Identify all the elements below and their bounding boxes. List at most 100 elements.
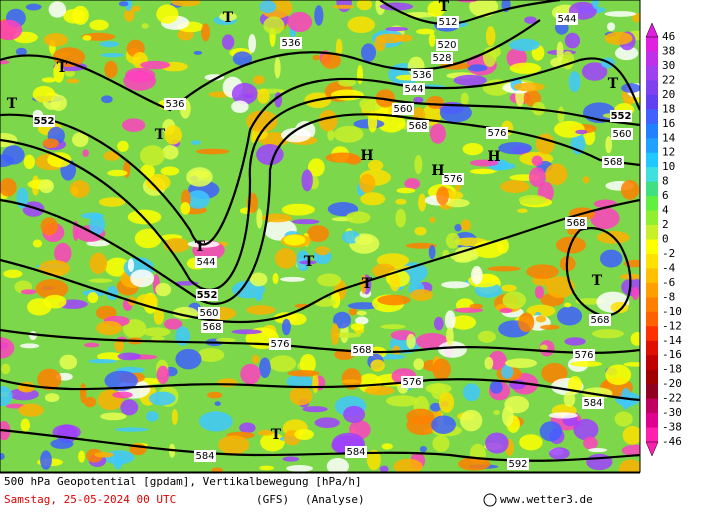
footer-credit: www.wetter3.de — [500, 493, 593, 506]
contour-label: 576 — [443, 174, 462, 185]
field-blob — [509, 62, 542, 74]
field-blob — [259, 0, 277, 14]
field-blob — [406, 333, 416, 349]
contour-label-bg — [589, 314, 611, 326]
field-blob — [99, 41, 120, 48]
pressure-center: T — [271, 427, 282, 443]
field-blob — [317, 273, 342, 287]
field-blob — [418, 193, 427, 212]
field-blob — [84, 396, 97, 408]
field-blob — [0, 337, 15, 359]
field-blob — [53, 62, 65, 83]
field-blob — [287, 369, 320, 377]
colorbar-label: 22 — [662, 73, 675, 86]
field-blob — [517, 208, 528, 214]
contour-label-bg — [269, 338, 291, 350]
field-blob — [96, 305, 117, 320]
field-blob — [112, 391, 133, 399]
field-blob — [86, 240, 110, 247]
field-blob — [20, 418, 31, 432]
field-blob — [38, 179, 54, 194]
field-blob — [524, 16, 537, 24]
field-blob — [104, 257, 131, 277]
field-blob — [160, 166, 180, 176]
field-blob — [38, 259, 71, 277]
field-blob — [164, 318, 183, 330]
field-blob — [393, 458, 423, 472]
field-blob — [314, 5, 324, 26]
field-blob — [438, 341, 467, 358]
field-blob — [218, 435, 250, 455]
pressure-center: H — [360, 148, 373, 164]
colorbar-label: -38 — [662, 421, 682, 434]
colorbar-label: -4 — [662, 261, 676, 274]
field-blob — [246, 305, 276, 315]
field-blob — [281, 318, 291, 336]
field-blob — [274, 57, 281, 79]
field-blob — [469, 303, 483, 310]
pressure-center: T — [7, 96, 18, 112]
field-blob — [283, 234, 306, 246]
field-blob — [113, 455, 123, 470]
field-blob — [72, 5, 89, 25]
colorbar-label: 30 — [662, 59, 675, 72]
field-blob — [631, 286, 640, 301]
field-blob — [519, 434, 543, 451]
field-blob — [48, 1, 67, 18]
field-blob — [460, 219, 472, 231]
field-blob — [107, 169, 128, 177]
field-blob — [396, 187, 416, 194]
field-blob — [162, 145, 179, 160]
field-blob — [231, 82, 258, 105]
field-blob — [23, 154, 35, 170]
colorbar-segment — [646, 384, 658, 400]
field-blob — [44, 393, 60, 403]
contour-label: 528 — [432, 53, 451, 64]
contour-label-bg — [198, 307, 220, 319]
colorbar-label: 38 — [662, 44, 675, 57]
colorbar-segment — [646, 282, 658, 298]
colorbar-label: -20 — [662, 377, 682, 390]
field-blob — [190, 140, 201, 145]
field-blob — [320, 52, 341, 69]
contour-label: 544 — [557, 14, 576, 25]
field-blob — [331, 323, 340, 346]
colorbar-segment — [646, 210, 658, 226]
field-blob — [526, 304, 556, 318]
contour-label: 520 — [437, 40, 456, 51]
field-blob — [151, 336, 165, 341]
contour-label-bg — [611, 128, 633, 140]
contour-label: 568 — [408, 121, 427, 132]
field-blob — [82, 149, 89, 158]
field-blob — [180, 202, 191, 215]
field-blob — [211, 467, 223, 472]
field-blob — [570, 361, 603, 367]
field-blob — [428, 244, 436, 260]
field-blob — [385, 26, 409, 32]
field-blob — [257, 429, 274, 436]
field-blob — [428, 32, 436, 47]
colorbar-segment — [646, 51, 658, 67]
colorbar-segment — [646, 196, 658, 212]
field-blob — [395, 208, 406, 228]
field-blob — [405, 242, 437, 249]
field-blob — [454, 223, 462, 232]
field-blob — [376, 112, 406, 133]
field-blob — [332, 4, 355, 9]
field-blob — [42, 138, 60, 149]
field-blob — [604, 31, 633, 45]
field-blob — [19, 343, 40, 349]
field-blob — [471, 266, 483, 285]
contour-label: 568 — [566, 218, 585, 229]
field-blob — [186, 190, 210, 209]
field-blob — [326, 458, 350, 472]
field-blob — [379, 465, 389, 472]
field-blob — [556, 306, 583, 326]
field-blob — [462, 383, 481, 402]
colorbar-label: 16 — [662, 117, 675, 130]
colorbar-bottom-arrow — [645, 441, 659, 457]
contour-label-bg — [201, 321, 223, 333]
field-blob — [281, 203, 315, 216]
field-blob — [454, 257, 472, 263]
field-blob — [312, 54, 321, 61]
